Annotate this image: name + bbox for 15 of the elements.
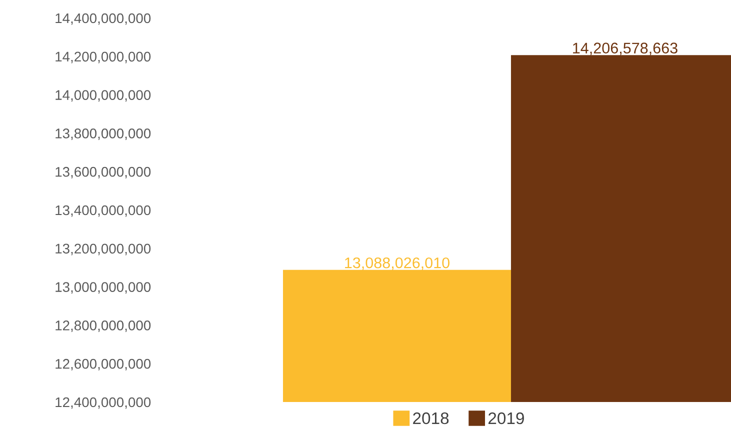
y-tick-label: 14,000,000,000 xyxy=(56,90,151,102)
y-tick-label: 12,600,000,000 xyxy=(56,358,151,370)
y-tick-label: 14,400,000,000 xyxy=(56,13,151,25)
y-tick-label: 12,400,000,000 xyxy=(56,397,151,409)
y-tick-label: 13,000,000,000 xyxy=(56,282,151,294)
legend-label: 2019 xyxy=(488,412,524,424)
y-tick-label: 14,200,000,000 xyxy=(56,52,151,64)
y-tick-label: 13,800,000,000 xyxy=(56,128,151,140)
legend-label: 2018 xyxy=(413,412,449,424)
y-tick-label: 13,600,000,000 xyxy=(56,166,151,178)
data-label: 13,088,026,010 xyxy=(345,257,450,270)
y-tick-label: 13,200,000,000 xyxy=(56,244,151,256)
y-tick-label: 12,800,000,000 xyxy=(56,320,151,332)
y-tick-label: 13,400,000,000 xyxy=(56,205,151,217)
data-label: 14,206,578,663 xyxy=(573,42,678,56)
